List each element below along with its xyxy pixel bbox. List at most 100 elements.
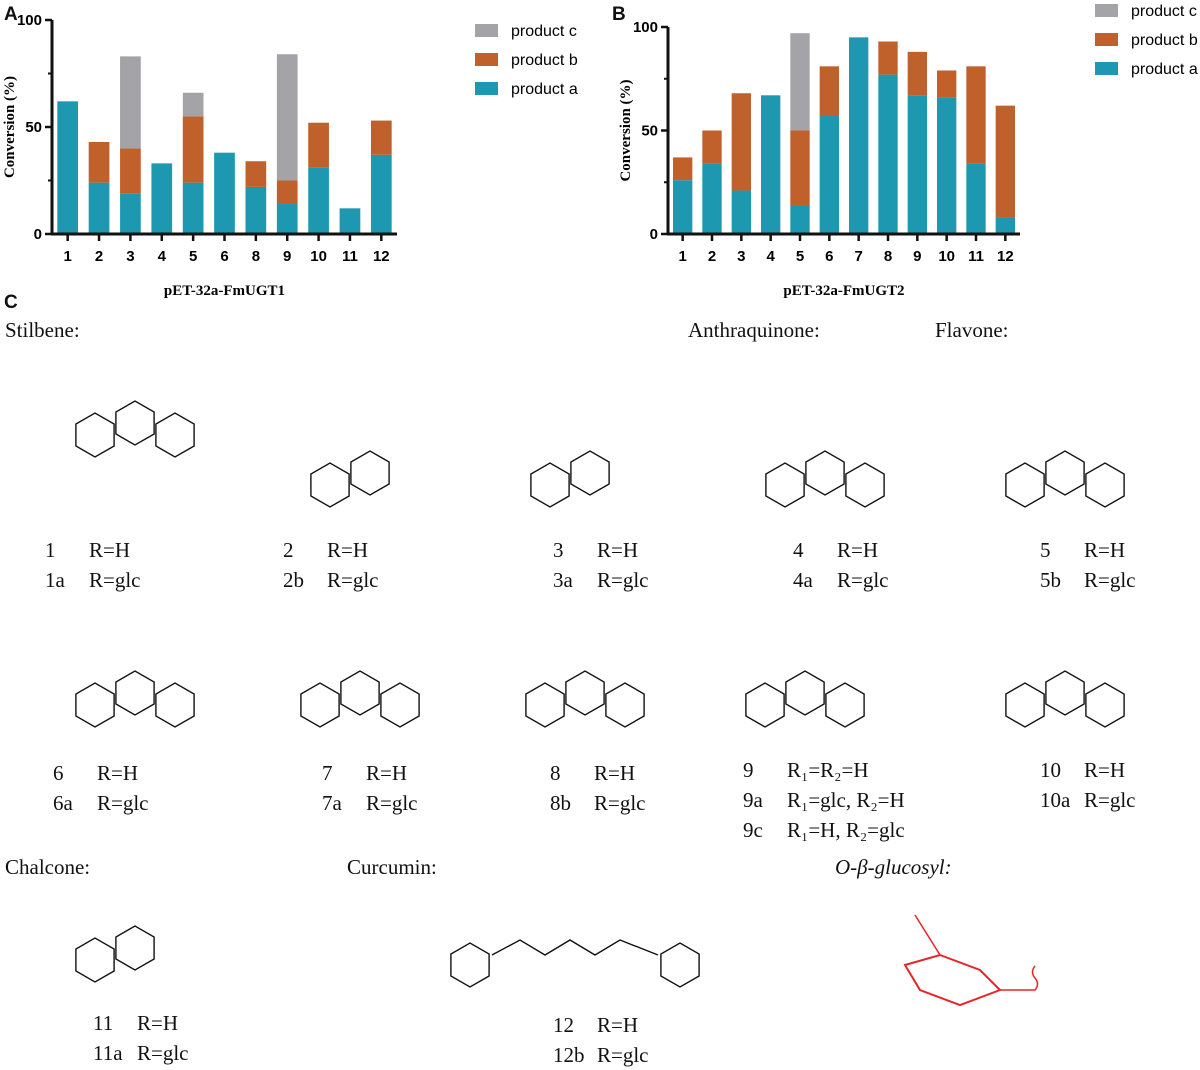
bar-product-a-4 bbox=[151, 163, 173, 234]
compound-number: 2b bbox=[283, 568, 304, 592]
compound-label-line: 3 R=H bbox=[553, 535, 649, 565]
ring-bond bbox=[1005, 682, 1045, 728]
ring-bond bbox=[115, 400, 155, 446]
x-tick-label: 3 bbox=[737, 248, 745, 265]
ring-bond bbox=[785, 670, 825, 716]
compound-number: 9 bbox=[743, 758, 754, 782]
x-tick-label: 3 bbox=[126, 248, 134, 265]
compound-label-line: 7a R=glc bbox=[322, 788, 418, 818]
bar-product-a-10 bbox=[936, 97, 957, 234]
compound-substituent: R=H bbox=[1084, 758, 1126, 782]
bar-product-a-1 bbox=[672, 180, 693, 234]
compound-substituent: R=H bbox=[597, 1013, 639, 1037]
structure-drawing-9 bbox=[745, 670, 865, 728]
legend-label: product a bbox=[1131, 61, 1198, 78]
compound-label-line: 12b R=glc bbox=[553, 1040, 649, 1070]
panel-label-a: A bbox=[4, 4, 18, 25]
x-tick-label: 11 bbox=[342, 248, 358, 265]
compound-label-line: 10 R=H bbox=[1040, 755, 1136, 785]
structure-drawing-5 bbox=[1005, 450, 1125, 508]
compound-substituent: R=glc bbox=[597, 1043, 649, 1067]
ring-bond bbox=[115, 925, 155, 971]
bar-product-b-5 bbox=[790, 130, 810, 206]
x-tick-label: 8 bbox=[884, 248, 892, 265]
compound-number: 6a bbox=[53, 791, 73, 815]
x-tick-label: 12 bbox=[997, 248, 1014, 265]
compound-label-line: 11 R=H bbox=[93, 1008, 189, 1038]
panel-label-b: B bbox=[612, 4, 626, 25]
legend-label: product b bbox=[1131, 32, 1198, 49]
bar-product-b-9 bbox=[907, 51, 928, 96]
bar-product-c-5 bbox=[182, 92, 204, 117]
compound-substituent: R=glc bbox=[137, 1041, 189, 1065]
compound-label-line: 6a R=glc bbox=[53, 788, 149, 818]
ring-bond bbox=[845, 462, 885, 508]
legend-swatch-product-c bbox=[1095, 4, 1118, 17]
structure-drawing-10 bbox=[1005, 670, 1125, 728]
compound-label-line: 12 R=H bbox=[553, 1010, 649, 1040]
ring-bond bbox=[530, 462, 570, 508]
legend-swatch-product-b bbox=[475, 53, 498, 66]
compound-label-line: 5b R=glc bbox=[1040, 565, 1136, 595]
y-tick-label: 0 bbox=[650, 226, 658, 243]
bar-product-b-8 bbox=[878, 41, 898, 75]
compound-number: 10a bbox=[1040, 788, 1071, 812]
compound-label-1: 1 R=H 1a R=glc bbox=[45, 535, 141, 595]
ring-bond bbox=[1085, 682, 1125, 728]
compound-substituent: R=H bbox=[597, 538, 639, 562]
y-axis-label: Conversion (%) bbox=[2, 76, 18, 178]
x-tick-label: 5 bbox=[796, 248, 804, 265]
panel-label-c: C bbox=[4, 292, 18, 313]
ring-bond bbox=[660, 942, 700, 988]
ring-bond bbox=[450, 942, 490, 988]
glucosyl-structure-drawing bbox=[903, 914, 1039, 1007]
bar-product-a-3 bbox=[120, 193, 141, 234]
ring-bond bbox=[1005, 462, 1045, 508]
chain-bond bbox=[491, 939, 659, 956]
compound-label-10: 10 R=H 10a R=glc bbox=[1040, 755, 1136, 815]
bar-product-a-5 bbox=[182, 182, 204, 234]
compound-number: 9a bbox=[743, 788, 763, 812]
bar-product-b-12 bbox=[370, 120, 392, 155]
compound-number: 2 bbox=[283, 538, 294, 562]
compound-number: 1 bbox=[45, 538, 56, 562]
bar-product-a-1 bbox=[57, 101, 79, 234]
ring-bond bbox=[570, 450, 610, 496]
bar-product-b-5 bbox=[182, 116, 204, 183]
ring-bond bbox=[1085, 462, 1125, 508]
x-tick-label: 5 bbox=[189, 248, 197, 265]
compound-label-line: 6 R=H bbox=[53, 758, 149, 788]
bar-product-c-3 bbox=[120, 56, 141, 149]
x-tick-label: 1 bbox=[678, 248, 686, 265]
compound-label-line: 5 R=H bbox=[1040, 535, 1136, 565]
y-axis-label: Conversion (%) bbox=[618, 79, 634, 181]
bar-product-a-9 bbox=[276, 204, 298, 234]
bar-product-b-2 bbox=[88, 141, 110, 183]
x-tick-label: 6 bbox=[220, 248, 228, 265]
compound-label-11: 11 R=H 11a R=glc bbox=[93, 1008, 189, 1068]
ring-bond bbox=[340, 670, 380, 716]
legend-swatch-product-a bbox=[475, 82, 498, 95]
compound-substituent: R=H bbox=[594, 761, 636, 785]
ring-bond bbox=[1045, 670, 1085, 716]
bar-product-b-8 bbox=[245, 161, 267, 187]
x-tick-label: 12 bbox=[373, 248, 390, 265]
ring-bond bbox=[380, 682, 420, 728]
compound-substituent: R=glc bbox=[594, 791, 646, 815]
compound-label-line: 8b R=glc bbox=[550, 788, 646, 818]
bar-product-b-2 bbox=[702, 130, 722, 164]
legend-swatch-product-c bbox=[475, 24, 498, 37]
ring-bond bbox=[75, 682, 115, 728]
compound-substituent: R=glc bbox=[89, 568, 141, 592]
ring-bond bbox=[300, 682, 340, 728]
bar-product-a-6 bbox=[819, 116, 840, 234]
structure-drawing-1 bbox=[75, 400, 195, 458]
compound-substituent: R=glc bbox=[1084, 568, 1136, 592]
ring-bond bbox=[75, 412, 115, 458]
bar-product-a-8 bbox=[878, 74, 898, 234]
structure-drawing-7 bbox=[300, 670, 420, 728]
compound-number: 6 bbox=[53, 761, 64, 785]
bar-product-b-12 bbox=[995, 105, 1016, 218]
